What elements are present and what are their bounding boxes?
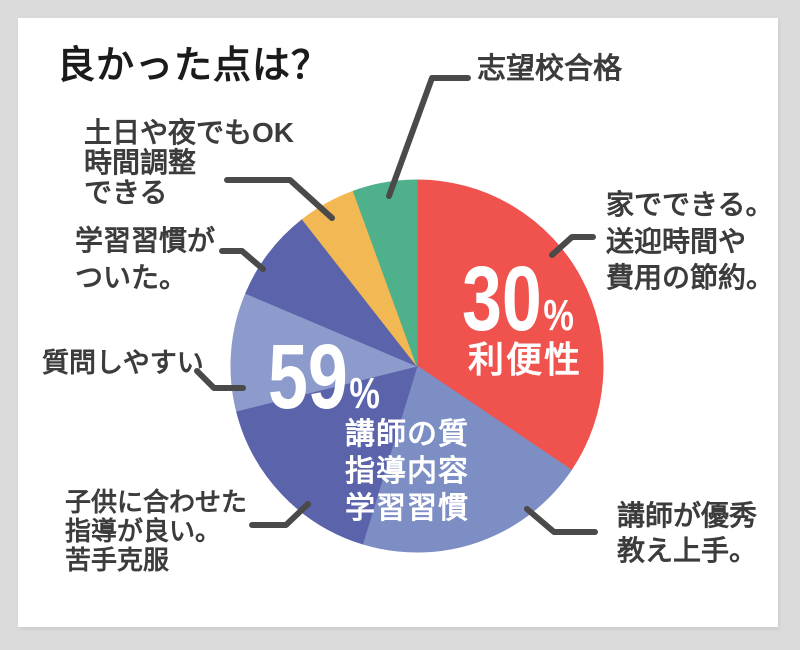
callout-line: 費用の節約。 bbox=[606, 262, 775, 293]
callout-line: 子供に合わせた bbox=[65, 487, 248, 517]
pie-segment-study-habit bbox=[245, 218, 419, 368]
segment-caption-convenience: 利便性 bbox=[455, 340, 595, 380]
caption-line: 講師の質 bbox=[345, 418, 469, 451]
pie-segments bbox=[230, 179, 604, 553]
percent-label-convenience: 30% bbox=[462, 253, 574, 345]
callout-line: 家でできる。 bbox=[606, 189, 774, 220]
callout-convenience: 家でできる。 送迎時間や 費用の節約。 bbox=[606, 187, 774, 297]
leader-line-convenience bbox=[549, 234, 596, 258]
callout-line: 時間調整 bbox=[84, 147, 197, 178]
leader-line-teacher-quality bbox=[524, 506, 598, 535]
percent-label-teacher-group: 59% bbox=[268, 331, 380, 423]
leader-line-tailored-teaching bbox=[249, 501, 311, 528]
leader-line-study-habit bbox=[219, 248, 266, 272]
percent-sign: % bbox=[543, 291, 574, 340]
caption-line: 指導内容 bbox=[345, 455, 469, 488]
callout-line: 土日や夜でもOK bbox=[84, 117, 295, 148]
page-title: 良かった点は？ bbox=[57, 45, 331, 87]
leader-line-easy-to-ask bbox=[194, 368, 246, 391]
leader-line-schedule-flexibility bbox=[224, 177, 335, 221]
callout-line: できる bbox=[84, 177, 168, 208]
percent-sign: % bbox=[349, 369, 380, 418]
callout-line: 指導が良い。 bbox=[65, 516, 222, 546]
callout-line: 苦手克服 bbox=[65, 545, 170, 575]
caption-line: 利便性 bbox=[467, 339, 582, 380]
callout-line: 講師が優秀 bbox=[617, 500, 758, 531]
segment-caption-teacher-group: 講師の質 指導内容 学習習慣 bbox=[334, 416, 480, 527]
pie-segment-school-acceptance bbox=[352, 179, 418, 367]
callout-line: 教え上手。 bbox=[617, 535, 758, 566]
pie-segment-easy-to-ask bbox=[230, 292, 419, 412]
callout-school-acceptance: 志望校合格 bbox=[477, 52, 622, 86]
pie-segment-tailored-teaching bbox=[235, 365, 418, 545]
callout-line: 質問しやすい bbox=[42, 348, 204, 378]
callout-teacher-quality: 講師が優秀 教え上手。 bbox=[617, 498, 757, 568]
callout-tailored-teaching: 子供に合わせた 指導が良い。 苦手克服 bbox=[65, 488, 247, 575]
callout-line: 学習習慣が bbox=[75, 225, 216, 256]
caption-line: 学習習慣 bbox=[345, 492, 469, 525]
pie-segment-teacher-quality bbox=[361, 365, 572, 553]
callout-line: 送迎時間や bbox=[606, 225, 747, 257]
leader-line-school-acceptance bbox=[386, 75, 471, 199]
callout-line: 志望校合格 bbox=[477, 53, 623, 85]
callout-schedule-flexibility: 土日や夜でもOK 時間調整 できる bbox=[84, 118, 294, 208]
callout-line: ついた。 bbox=[75, 262, 188, 293]
callout-study-habit: 学習習慣が ついた。 bbox=[75, 222, 215, 296]
percent-value: 59 bbox=[268, 326, 348, 428]
percent-value: 30 bbox=[462, 248, 542, 350]
callout-easy-to-ask: 質問しやすい bbox=[42, 348, 204, 378]
